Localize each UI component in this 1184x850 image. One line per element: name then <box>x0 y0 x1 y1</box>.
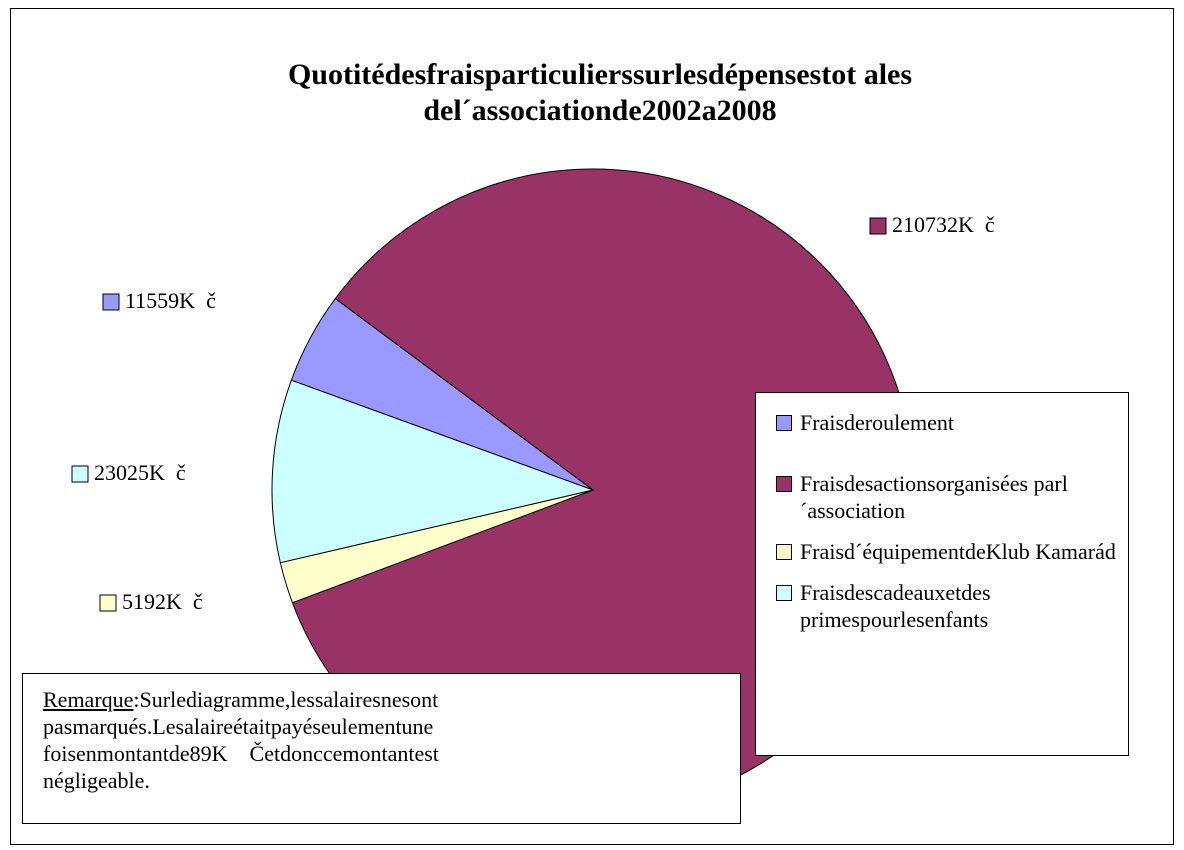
pie-slice <box>271 379 595 564</box>
chart-title: Quotitédesfraisparticulierssurlesdépense… <box>288 58 912 91</box>
legend-item: Fraisdescadeauxetdes primespourlesenfant… <box>776 579 1118 633</box>
data-label: 11559K č <box>125 288 216 313</box>
legend-swatch <box>776 476 792 492</box>
label-swatch <box>99 594 117 612</box>
note-line: :Surlediagramme,lessalairesnesont <box>133 687 439 712</box>
data-label: 23025K č <box>94 460 186 485</box>
legend-swatch <box>776 544 792 560</box>
data-label: 5192K č <box>122 589 203 614</box>
legend-label: Fraisderoulement <box>800 410 954 435</box>
legend-swatch <box>776 585 792 601</box>
label-swatch <box>102 293 120 311</box>
chart-title: del´associationde2002a2008 <box>423 94 776 127</box>
legend-item: Fraisd´équipementdeKlub Kamarád <box>776 538 1118 565</box>
note-line: pasmarqués.Lesalaireétaitpayéseulementun… <box>43 714 434 739</box>
legend: Fraisderoulement Fraisdesactionsorganisée… <box>755 392 1129 756</box>
label-swatch <box>71 465 89 483</box>
legend-item: Fraisdesactionsorganisées parl´associati… <box>776 470 1118 524</box>
legend-item: Fraisderoulement <box>776 409 1118 436</box>
legend-label: Fraisdesactionsorganisées parl´associati… <box>800 471 1068 523</box>
legend-label: Fraisdescadeauxetdes primespourlesenfant… <box>800 580 991 632</box>
label-swatch <box>869 217 887 235</box>
note: Remarque:Surlediagramme,lessalairesneson… <box>22 673 741 824</box>
note-line: négligeable. <box>43 768 150 793</box>
note-label: Remarque <box>43 687 134 712</box>
legend-swatch <box>776 415 792 431</box>
note-line: foisenmontantde89K Četdonccemontantest <box>43 741 439 766</box>
data-label: 210732K č <box>892 212 995 237</box>
legend-label: Fraisd´équipementdeKlub Kamarád <box>800 539 1116 564</box>
